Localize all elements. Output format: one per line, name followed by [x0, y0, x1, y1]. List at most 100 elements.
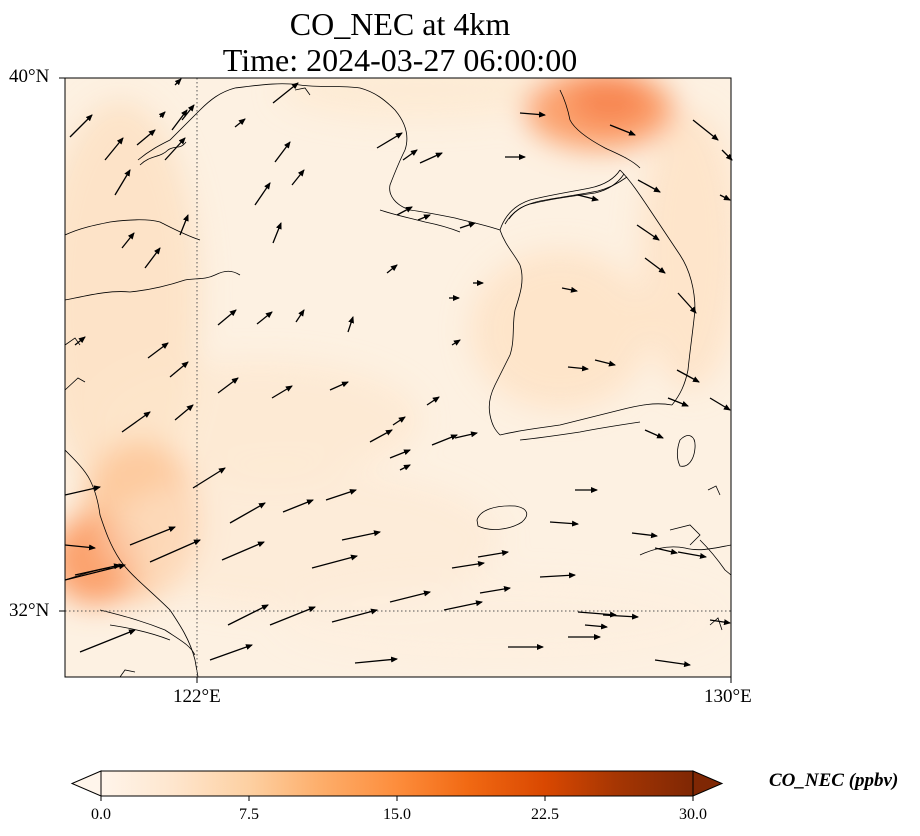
wind-arrow [667, 397, 689, 407]
wind-arrow [459, 222, 476, 229]
wind-arrow [396, 206, 413, 216]
wind-arrow [221, 541, 265, 561]
wind-arrow [386, 264, 398, 274]
wind-arrow [577, 611, 617, 618]
wind-arrow [392, 416, 406, 426]
wind-arrow [389, 590, 431, 603]
wind-arrow [644, 429, 664, 439]
wind-arrow [158, 111, 166, 119]
wind-arrow [451, 560, 485, 569]
concentration-field [65, 78, 731, 677]
wind-arrow [179, 214, 189, 236]
wind-arrow [282, 499, 314, 513]
wind-arrow [721, 149, 733, 161]
axis-ticks [59, 77, 732, 683]
wind-arrow [636, 224, 660, 241]
wind-arrow [217, 309, 237, 326]
wind-arrow [584, 623, 608, 630]
wind-arrow [631, 532, 658, 539]
wind-arrow [399, 464, 411, 471]
wind-arrow [217, 377, 239, 394]
wind-arrow [519, 111, 546, 118]
lon-label-130e: 130°E [704, 686, 752, 707]
wind-arrow [64, 544, 96, 551]
wind-arrow [291, 169, 305, 186]
lon-label-122e: 122°E [173, 686, 221, 707]
wind-arrow [347, 316, 354, 333]
wind-arrow [549, 520, 579, 527]
wind-arrow [69, 114, 93, 138]
colorbar [70, 770, 724, 801]
wind-arrow [719, 194, 731, 201]
wind-arrow [369, 429, 393, 443]
wind-arrow [677, 292, 697, 314]
wind-arrow [192, 467, 226, 489]
wind-arrow [171, 109, 188, 131]
wind-arrow [341, 530, 381, 541]
wind-arrow [677, 551, 707, 559]
wind-arrow [602, 613, 639, 620]
wind-arrow [676, 369, 700, 383]
wind-arrow [169, 361, 189, 378]
wind-arrow [443, 600, 483, 611]
wind-arrow [477, 550, 509, 558]
wind-arrow [331, 608, 378, 623]
wind-arrow [74, 563, 121, 576]
wind-arrow [654, 547, 678, 555]
wind-arrow [269, 606, 316, 626]
colorbar-tick-label: 30.0 [679, 806, 707, 823]
wind-arrow [325, 489, 357, 501]
wind-arrow [174, 78, 182, 86]
wind-arrow [709, 619, 731, 626]
wind-arrow [79, 629, 136, 653]
wind-vectors [64, 78, 733, 668]
wind-arrow [181, 104, 195, 121]
lat-label-40n: 40°N [9, 66, 50, 87]
wind-arrow [272, 82, 299, 104]
wind-arrow [354, 656, 398, 664]
wind-arrow [104, 137, 124, 161]
wind-arrow [567, 365, 589, 372]
wind-arrow [227, 604, 269, 626]
map-title: CO_NEC at 4km [289, 6, 511, 42]
colorbar-tick-label: 7.5 [239, 806, 259, 823]
colorbar-tick-label: 0.0 [91, 806, 111, 823]
wind-arrow [144, 247, 161, 269]
wind-arrow [594, 359, 616, 367]
colorbar-tick-label: 15.0 [383, 806, 411, 823]
wind-arrow [609, 124, 636, 136]
wind-arrow [114, 169, 131, 196]
wind-arrow [692, 119, 719, 141]
wind-arrow [451, 339, 461, 346]
wind-arrow [417, 214, 431, 221]
wind-arrow [426, 396, 440, 406]
wind-arrow [229, 502, 266, 524]
wind-arrow [376, 132, 403, 149]
wind-arrow [174, 404, 194, 421]
wind-arrow [254, 182, 271, 206]
wind-arrow [164, 137, 186, 161]
colorbar-label: CO_NEC (ppbv) [769, 770, 899, 791]
wind-arrow [454, 431, 478, 439]
wind-arrow [121, 411, 151, 433]
lat-label-32n: 32°N [9, 600, 50, 621]
wind-arrow [209, 644, 253, 661]
map-frame [64, 77, 732, 678]
wind-arrow [64, 485, 101, 496]
wind-arrow [389, 449, 411, 459]
wind-arrow [709, 397, 731, 411]
wind-arrow [561, 286, 578, 293]
wind-arrow [272, 222, 282, 244]
wind-arrow [121, 232, 135, 249]
grid-lines [65, 78, 731, 677]
wind-arrow [431, 434, 458, 446]
wind-arrow [479, 586, 511, 594]
wind-arrow [256, 311, 273, 325]
wind-arrow [295, 309, 305, 323]
wind-arrow [136, 129, 156, 146]
wind-arrow [419, 152, 443, 164]
wind-arrow [644, 257, 666, 274]
map-subtitle: Time: 2024-03-27 06:00:00 [222, 42, 578, 78]
wind-arrow [402, 149, 418, 161]
